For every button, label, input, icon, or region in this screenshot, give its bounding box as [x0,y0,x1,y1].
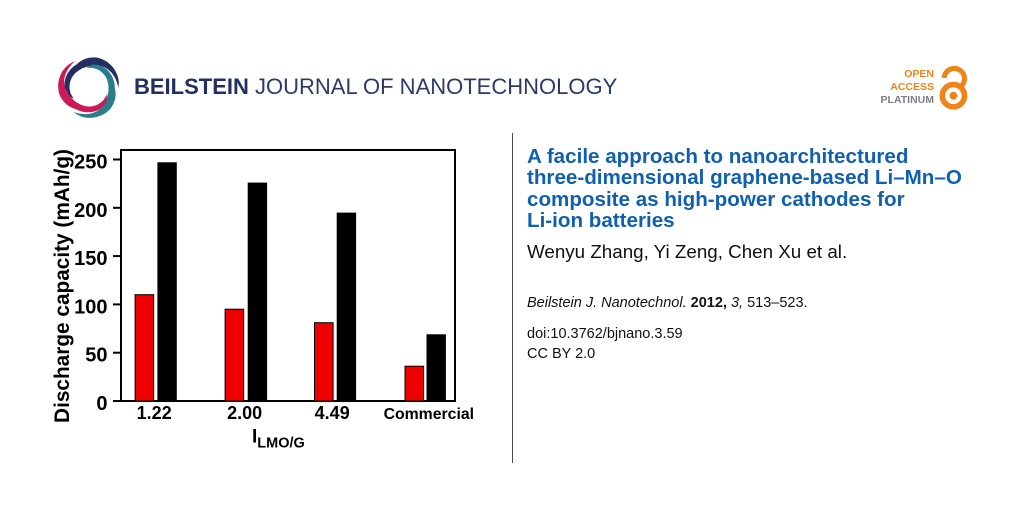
svg-text:100: 100 [74,296,107,318]
svg-text:250: 250 [74,152,107,174]
svg-text:200: 200 [74,200,107,222]
svg-text:2.00: 2.00 [227,403,262,423]
svg-text:1.22: 1.22 [137,403,172,423]
svg-text:4.49: 4.49 [315,403,350,423]
svg-text:ILMO/G: ILMO/G [252,427,305,452]
svg-text:150: 150 [74,248,107,270]
svg-text:Commercial: Commercial [384,406,474,423]
svg-text:Discharge capacity (mAh/g): Discharge capacity (mAh/g) [51,149,74,423]
svg-text:50: 50 [85,345,107,367]
svg-text:0: 0 [96,393,107,415]
